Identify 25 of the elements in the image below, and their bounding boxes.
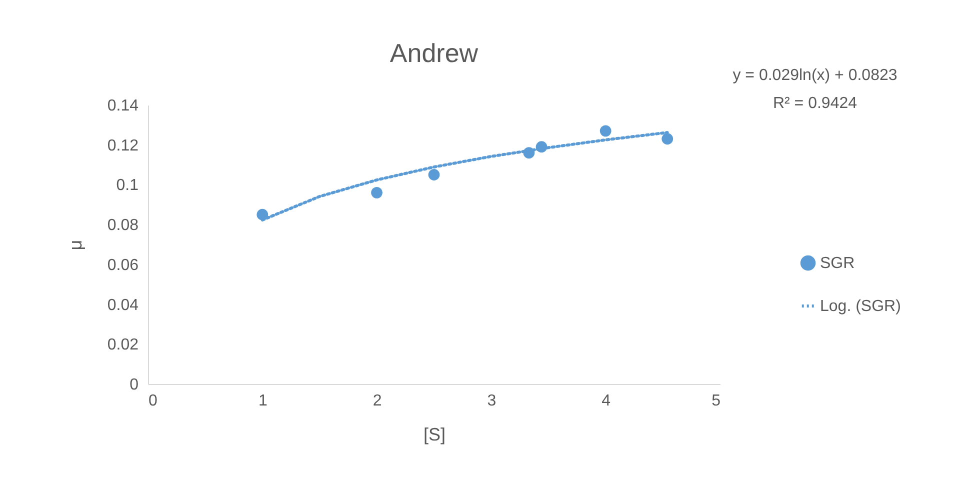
y-tick-label: 0.06 [107, 256, 139, 274]
x-tick-label: 1 [258, 392, 268, 410]
chart-title: Andrew [390, 38, 478, 68]
x-tick-label: 2 [372, 392, 382, 410]
point [662, 133, 674, 145]
y-tick-label: 0.12 [107, 137, 139, 154]
x-tick-label: 5 [712, 392, 721, 410]
y-axis-title: μ [65, 240, 86, 250]
legend-label: SGR [820, 255, 855, 272]
y-tick-label: 0.04 [107, 296, 139, 314]
x-axis-title: [S] [423, 424, 446, 444]
y-tick-label: 0.14 [107, 98, 139, 114]
y-tick-label: 0 [130, 376, 139, 394]
y-tick-label: 0.1 [116, 177, 139, 194]
y-tick-label: 0.02 [107, 336, 139, 354]
point [600, 125, 612, 137]
y-tick-label: 0.08 [107, 217, 139, 234]
text: R² = 0.9424 [772, 95, 858, 112]
legend-label: Log. (SGR) [820, 298, 901, 315]
x-tick-label: 4 [602, 392, 611, 410]
x-tick-label: 0 [148, 392, 158, 410]
text: y = 0.029ln(x) + 0.0823 [732, 67, 898, 84]
point [428, 169, 440, 180]
x-tick-label: 3 [487, 392, 496, 410]
point [371, 186, 382, 198]
